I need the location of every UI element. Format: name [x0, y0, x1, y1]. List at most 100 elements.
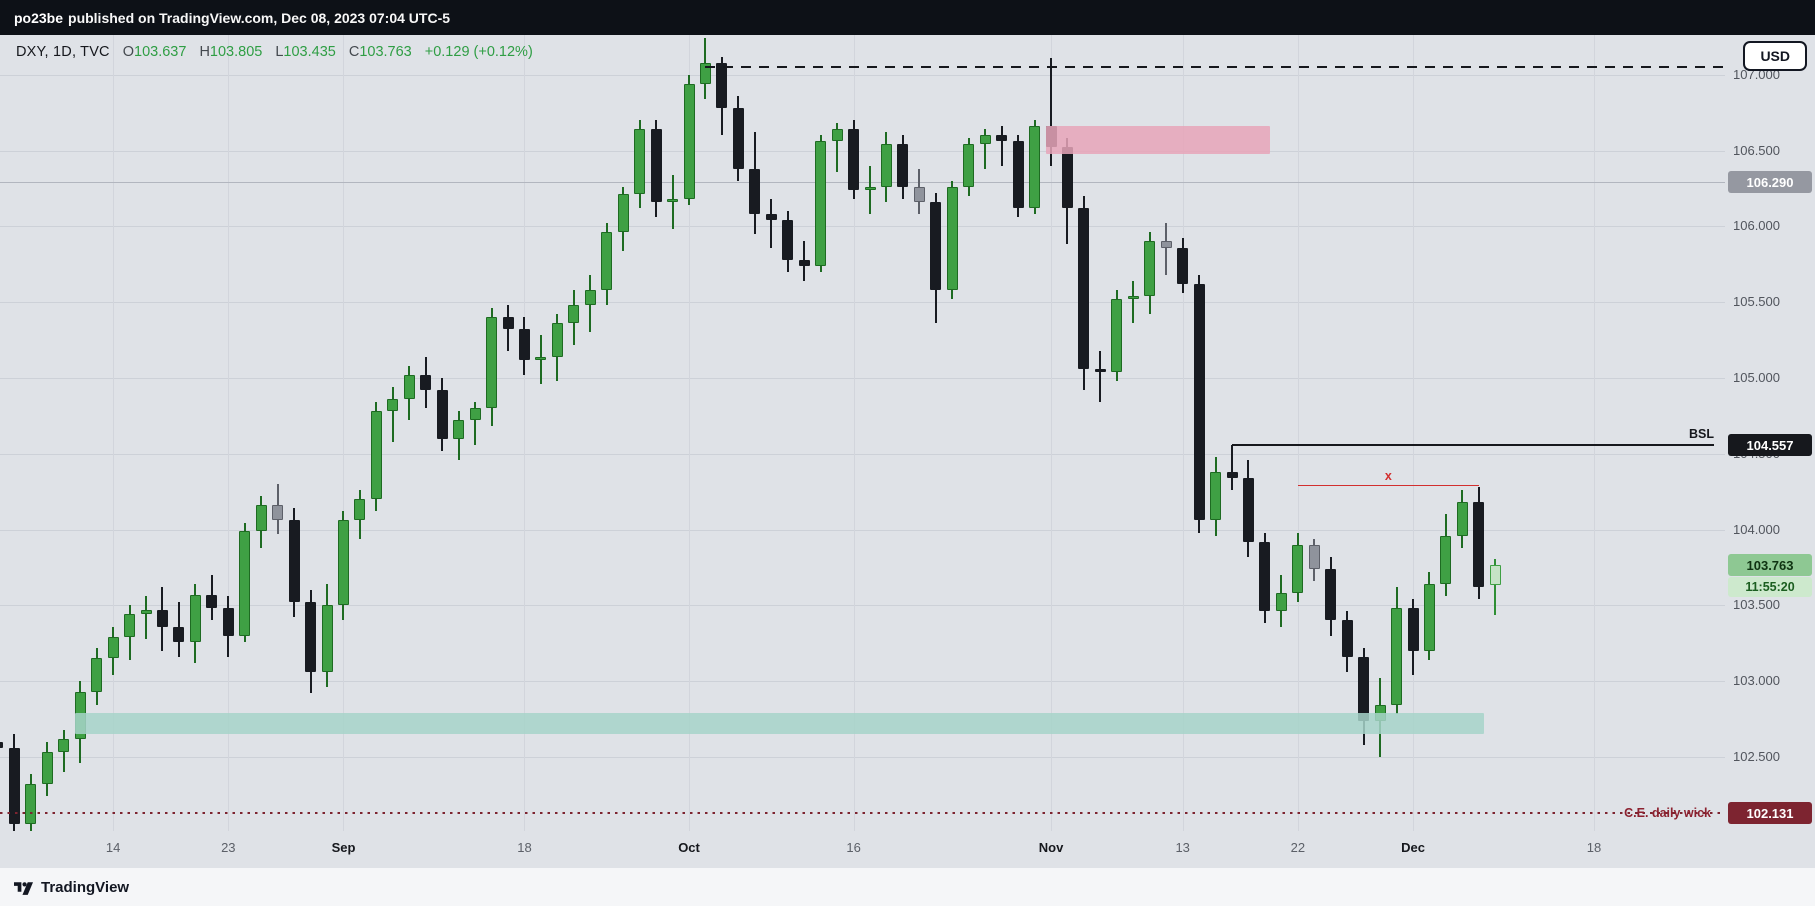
price-badge-level: 106.290 — [1728, 171, 1812, 193]
time-axis-label: 13 — [1175, 840, 1190, 855]
candle — [930, 202, 942, 290]
candle — [716, 62, 728, 109]
gridline-vertical — [1594, 35, 1596, 831]
gridline-vertical — [343, 35, 345, 831]
candle — [1325, 568, 1337, 621]
candle — [831, 129, 843, 142]
gridline-vertical — [1051, 35, 1053, 831]
candle — [1165, 223, 1168, 275]
gridline-vertical — [1182, 35, 1184, 831]
price-badge-bsl: 104.557 — [1728, 434, 1812, 456]
chart-plot[interactable]: BSL x C.E. daily wick — [0, 35, 1725, 831]
candle — [1440, 535, 1452, 585]
candle — [474, 402, 477, 445]
candle — [1000, 126, 1003, 166]
price-axis-label: 105.000 — [1733, 369, 1780, 385]
publish-info: published on TradingView.com, Dec 08, 20… — [68, 9, 451, 26]
candle — [749, 168, 761, 215]
candle — [288, 520, 300, 603]
candle — [1177, 247, 1189, 284]
candle — [1226, 471, 1238, 478]
gridline-horizontal — [0, 226, 1725, 228]
candle — [1473, 502, 1485, 588]
candle — [1242, 477, 1254, 542]
gridline-vertical — [113, 35, 115, 831]
candle — [1231, 444, 1234, 491]
gridline-horizontal — [0, 605, 1725, 607]
time-axis-label: Sep — [331, 840, 356, 855]
footer: TradingView — [0, 868, 1815, 906]
candle — [370, 411, 382, 500]
price-axis-label: 103.000 — [1733, 673, 1780, 689]
candle — [305, 602, 317, 672]
symbol-legend: DXY, 1D, TVC O103.637 H103.805 L103.435 … — [16, 44, 533, 60]
candle — [1144, 241, 1156, 297]
gridline-vertical — [524, 35, 526, 831]
candle — [1391, 608, 1403, 706]
ce-daily-wick-line[interactable] — [0, 811, 1725, 814]
candle — [584, 289, 596, 306]
candle — [963, 144, 975, 187]
bsl-line[interactable] — [1232, 444, 1714, 446]
candle — [420, 374, 432, 391]
tradingview-logo-icon[interactable] — [14, 879, 33, 896]
candle — [864, 186, 876, 190]
candle — [535, 356, 547, 360]
high-dashed-line[interactable] — [705, 66, 1725, 69]
candle — [869, 165, 872, 215]
demand-zone[interactable] — [75, 712, 1484, 735]
time-axis-label: 14 — [105, 840, 121, 855]
candle — [667, 199, 679, 203]
time-axis[interactable]: 14 23 Sep 18 Oct 16 Nov 13 22 Dec 18 — [0, 831, 1725, 868]
candle — [518, 329, 530, 360]
candle — [41, 752, 53, 785]
price-axis-label: 106.500 — [1733, 142, 1780, 158]
gridline-vertical — [689, 35, 691, 831]
gridline-vertical — [853, 35, 855, 831]
candle — [782, 220, 794, 260]
candle — [617, 194, 629, 233]
candle — [836, 123, 839, 172]
candle — [699, 62, 711, 84]
candle — [391, 386, 394, 442]
candle — [1094, 368, 1106, 372]
level-line-106290[interactable] — [0, 181, 1725, 183]
candle — [1193, 283, 1205, 521]
legend-low: L103.435 — [275, 44, 336, 60]
equal-highs-line[interactable] — [1297, 484, 1479, 487]
candle — [239, 531, 251, 636]
candle — [1099, 350, 1102, 403]
candle — [996, 135, 1008, 142]
candle — [25, 784, 37, 824]
gridline-horizontal — [0, 529, 1725, 531]
currency-toggle-button[interactable]: USD — [1743, 41, 1807, 71]
candle — [156, 609, 168, 627]
candle — [486, 317, 498, 409]
candle — [1292, 544, 1304, 594]
candle — [1489, 565, 1501, 585]
candle — [1078, 208, 1090, 369]
time-axis-label: Oct — [678, 840, 700, 855]
candle — [1358, 656, 1370, 721]
supply-zone[interactable] — [1046, 126, 1270, 154]
candle — [321, 605, 333, 672]
candle — [189, 594, 201, 642]
price-axis[interactable]: 106.290 104.557 103.763 11:55:20 102.131… — [1725, 35, 1815, 831]
candle — [1494, 559, 1497, 616]
candle — [798, 259, 810, 266]
candle — [91, 658, 103, 692]
publish-bar: po23be published on TradingView.com, Dec… — [0, 0, 1815, 35]
candle — [897, 144, 909, 187]
price-badge-last: 103.763 — [1728, 554, 1812, 576]
footer-brand[interactable]: TradingView — [41, 878, 130, 896]
time-axis-label: 22 — [1290, 840, 1306, 855]
candle — [1456, 502, 1468, 536]
candle — [272, 505, 284, 521]
candle — [140, 609, 152, 615]
symbol-title[interactable]: DXY, 1D, TVC — [16, 44, 110, 60]
candle — [650, 129, 662, 203]
time-axis-label: Nov — [1038, 840, 1064, 855]
publisher-username: po23be — [14, 9, 64, 26]
candle — [145, 596, 148, 639]
candle — [453, 420, 465, 439]
